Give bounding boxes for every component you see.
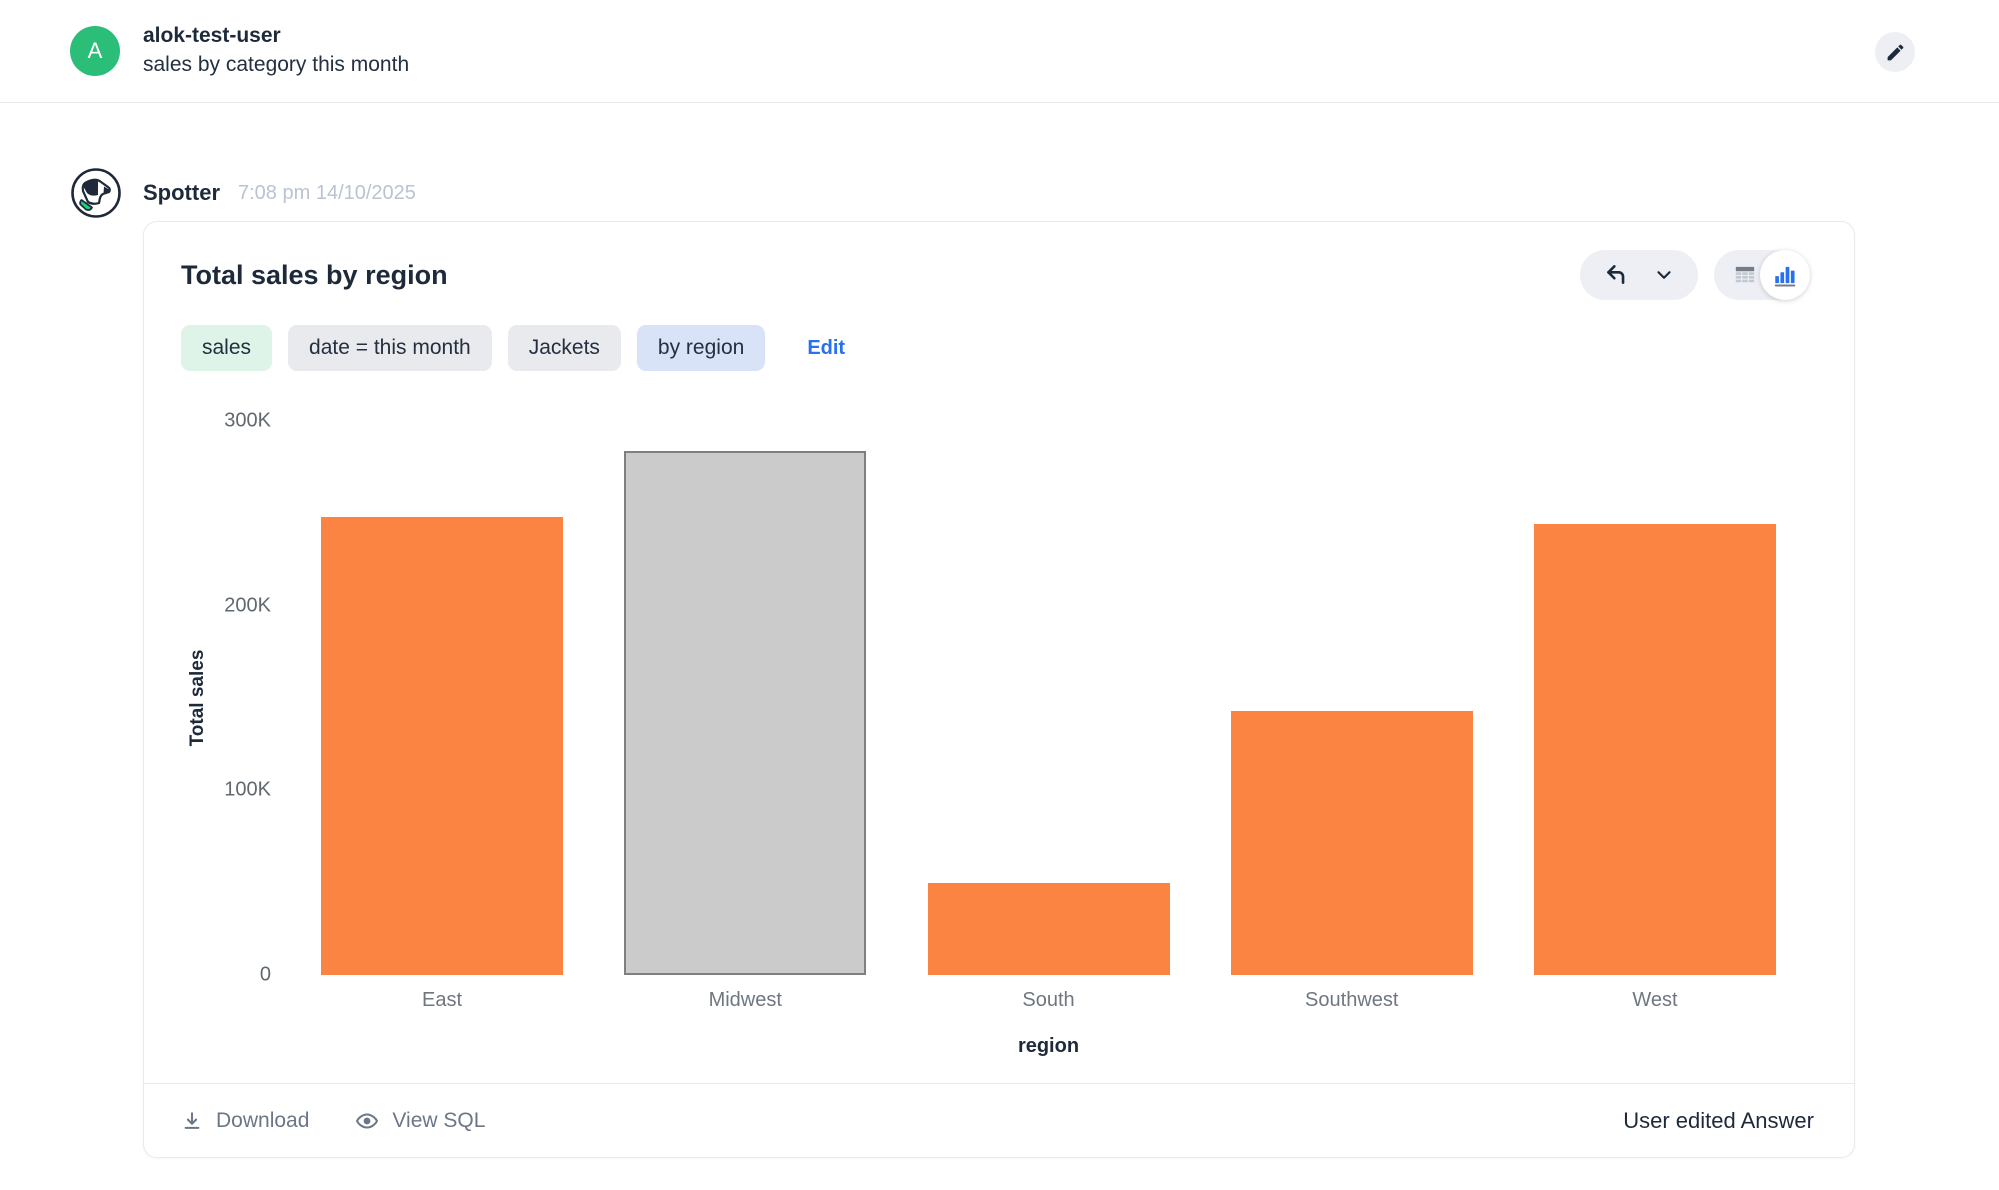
answer-card-footer: Download View SQL User edited Answer [144,1083,1854,1157]
y-tick-0: 0 [259,963,271,986]
y-tick-300k: 300K [224,409,271,432]
token-chip-jackets[interactable]: Jackets [507,325,621,371]
pencil-icon [1885,42,1906,63]
answer-card: Total sales by region [143,221,1855,1158]
undo-button[interactable] [1603,262,1629,288]
edit-tokens-link[interactable]: Edit [807,336,846,359]
x-axis-ticks: East Midwest South Southwest West [291,989,1806,1012]
x-tick-east: East [421,989,463,1011]
bar-east[interactable] [321,517,563,975]
user-message-bar: A alok-test-user sales by category this … [0,0,1999,103]
y-tick-200k: 200K [224,594,271,617]
download-icon [181,1110,203,1132]
undo-control [1580,250,1698,300]
chevron-down-icon [1653,264,1675,286]
x-tick-west: West [1632,989,1678,1011]
username: alok-test-user [143,23,281,47]
view-sql-button[interactable]: View SQL [355,1109,485,1133]
bar-south[interactable] [927,882,1170,975]
assistant-name: Spotter [143,180,220,205]
answer-status: User edited Answer [1623,1107,1814,1133]
token-chip-date-this-month[interactable]: date = this month [288,325,492,371]
x-tick-southwest: Southwest [1305,989,1399,1011]
download-button[interactable]: Download [181,1109,309,1133]
x-axis-title: region [1017,1035,1080,1057]
y-tick-100k: 100K [224,778,271,801]
token-chip-by-region[interactable]: by region [636,325,766,371]
bar-midwest[interactable] [624,450,867,975]
user-message-text: sales by category this month [143,52,410,76]
assistant-row: Spotter 7:08 pm 14/10/2025 [70,167,1999,219]
query-tokens: sales date = this month Jackets by region [181,325,766,371]
viz-toggle [1714,250,1810,300]
edit-message-button[interactable] [1875,32,1915,72]
plot-area [291,421,1806,975]
table-view-button[interactable] [1724,250,1766,300]
x-tick-midwest: Midwest [708,989,782,1011]
assistant-timestamp: 7:08 pm 14/10/2025 [238,181,416,204]
bar-west[interactable] [1534,524,1776,975]
download-label: Download [216,1108,310,1132]
eye-icon [355,1109,379,1133]
bar-southwest[interactable] [1230,710,1473,975]
view-sql-label: View SQL [392,1108,486,1132]
x-tick-south: South [1022,989,1075,1011]
undo-arrow-icon [1603,262,1629,288]
table-icon [1732,262,1758,288]
answer-title: Total sales by region [181,260,448,290]
user-avatar: A [70,26,120,76]
undo-options-button[interactable] [1653,264,1675,286]
token-chip-sales[interactable]: sales [181,325,273,371]
y-axis-ticks: 300K 200K 100K 0 [144,410,271,986]
bar-chart-icon [1772,262,1798,288]
bar-chart: Total sales 300K 200K 100K 0 East Midwest Sou… [144,391,1854,1071]
chart-view-button[interactable] [1760,250,1810,300]
spotter-logo-icon [70,167,122,219]
